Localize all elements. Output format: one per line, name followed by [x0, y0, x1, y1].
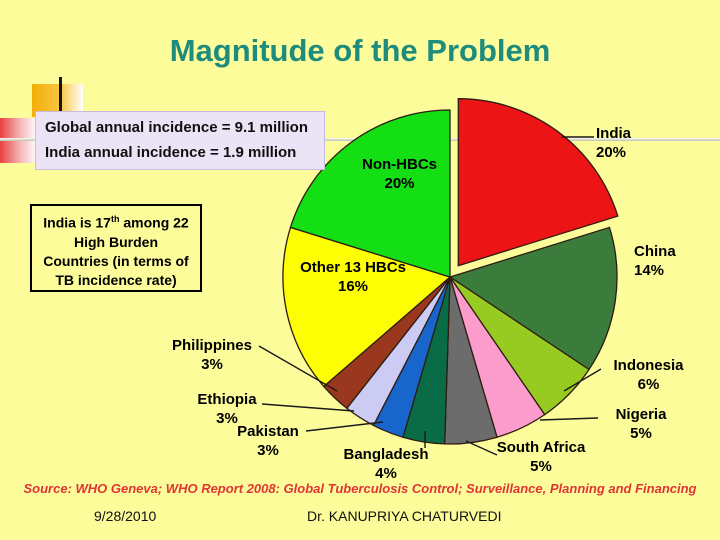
pie-slice-india — [457, 98, 619, 267]
india-incidence-text: India annual incidence = 1.9 million — [45, 144, 297, 161]
rank-line-3: Countries (in terms of — [43, 252, 189, 269]
footer-date: 9/28/2010 — [94, 508, 157, 524]
leader-line-ethiopia — [261, 403, 355, 412]
global-incidence-text: Global annual incidence = 9.1 million — [45, 119, 308, 136]
leader-line-philippines — [258, 345, 338, 392]
india-rank-box: India is 17th among 22 High Burden Count… — [30, 204, 202, 292]
leader-line-nigeria — [539, 417, 599, 421]
pie-slice-china — [448, 226, 618, 371]
rank-line-1: India is 17th among 22 — [43, 214, 189, 231]
vertical-accent-line — [59, 77, 62, 116]
source-citation: Source: WHO Geneva; WHO Report 2008: Glo… — [23, 481, 697, 496]
leader-line-south-africa — [465, 440, 498, 456]
rank-line-4: TB incidence rate) — [55, 271, 177, 288]
leader-line-indonesia — [563, 368, 602, 392]
incidence-info-box: Global annual incidence = 9.1 million In… — [35, 111, 325, 170]
footer-author: Dr. KANUPRIYA CHATURVEDI — [307, 508, 502, 524]
slide-title: Magnitude of the Problem — [169, 33, 551, 68]
rank-line-2: High Burden — [74, 233, 158, 250]
pie-slice-other-13-hbcs — [282, 226, 452, 388]
pie-slice-non-hbcs — [289, 109, 451, 278]
leader-line-pakistan — [305, 421, 384, 432]
